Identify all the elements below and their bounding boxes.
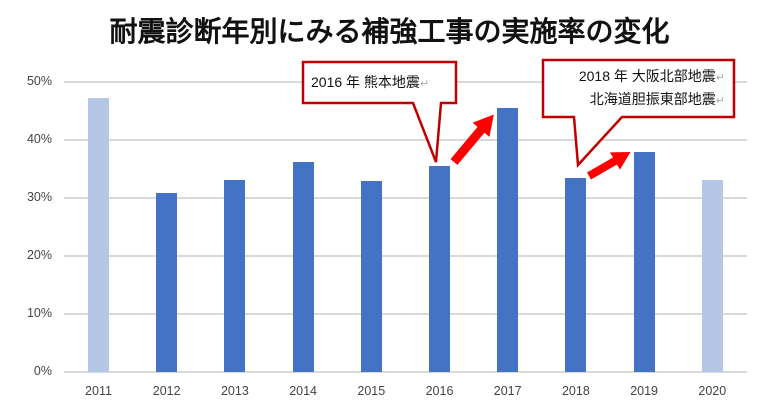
bar-2016 <box>429 166 450 372</box>
x-tick-label: 2018 <box>561 384 590 398</box>
gridline <box>64 197 747 199</box>
arrow-up-icon <box>587 152 631 180</box>
x-tick-label: 2012 <box>152 384 181 398</box>
bar-2012 <box>156 192 178 372</box>
y-tick-label: 20% <box>26 248 52 262</box>
callout-line: 2018 年 大阪北部地震 <box>578 68 716 84</box>
x-tick-label: 2014 <box>289 384 317 398</box>
callout-text-2018: 2018 年 大阪北部地震↵ 北海道胆振東部地震↵ <box>553 66 725 109</box>
y-tick-label: 30% <box>26 190 52 204</box>
x-tick-label: 2016 <box>425 384 454 398</box>
chart-title: 耐震診断年別にみる補強工事の実施率の変化 <box>109 15 670 48</box>
y-tick-label: 50% <box>26 74 52 88</box>
return-mark-icon: ↵ <box>715 72 725 84</box>
callout-line: 2016 年 熊本地震 <box>311 74 420 90</box>
bar-2015 <box>360 180 382 372</box>
x-tick-label: 2020 <box>698 384 727 398</box>
gridline <box>64 139 747 141</box>
gridline <box>64 255 747 257</box>
return-mark-icon: ↵ <box>715 95 725 107</box>
x-tick-label: 2015 <box>357 384 386 398</box>
return-mark-icon: ↵ <box>419 78 430 90</box>
bar-2019 <box>633 152 655 372</box>
arrow-up-icon <box>450 114 494 165</box>
gridline <box>64 313 747 315</box>
x-tick-label: 2017 <box>493 384 522 398</box>
bar-2011 <box>88 98 109 372</box>
y-tick-label: 10% <box>26 306 52 320</box>
bar-2020 <box>701 180 723 372</box>
callout-box-2018 <box>541 58 736 168</box>
gridline <box>64 371 747 373</box>
bar-2017 <box>497 108 519 372</box>
callout-line: 北海道胆振東部地震 <box>589 91 716 107</box>
x-tick-label: 2013 <box>220 384 249 398</box>
x-tick-label: 2011 <box>85 384 112 398</box>
bar-2018 <box>565 178 587 372</box>
bar-2014 <box>292 162 314 372</box>
x-tick-label: 2019 <box>630 384 658 398</box>
callout-box-2016 <box>301 60 458 163</box>
bar-2013 <box>224 180 246 372</box>
callout-text-2016: 2016 年 熊本地震↵ <box>311 72 429 92</box>
y-tick-label: 0% <box>33 364 52 378</box>
y-tick-label: 40% <box>26 132 52 146</box>
